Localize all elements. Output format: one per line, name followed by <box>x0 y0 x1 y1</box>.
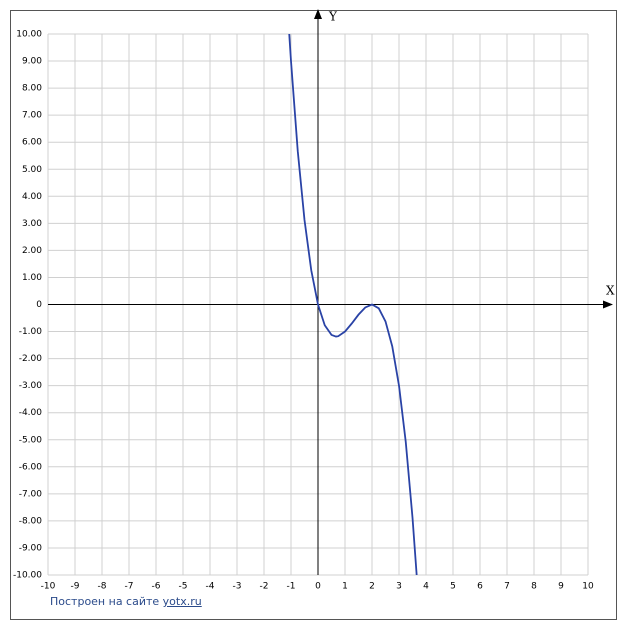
x-tick-label: -9 <box>71 582 80 592</box>
y-tick-label: -7.00 <box>19 489 43 499</box>
x-tick-label: 3 <box>396 582 402 592</box>
y-tick-label: 5.00 <box>22 165 42 175</box>
y-tick-label: -3.00 <box>19 381 43 391</box>
y-tick-label: 2.00 <box>22 246 42 256</box>
footer: Построен на сайте yotx.ru <box>50 595 202 608</box>
y-tick-label: 7.00 <box>22 111 42 121</box>
y-tick-label: -5.00 <box>19 435 43 445</box>
y-tick-label: 9.00 <box>22 57 42 67</box>
footer-link[interactable]: yotx.ru <box>162 595 202 608</box>
frame <box>10 10 617 620</box>
y-tick-label: -9.00 <box>19 543 43 553</box>
x-tick-label: -8 <box>98 582 107 592</box>
y-tick-label: 4.00 <box>22 192 42 202</box>
x-tick-label: 10 <box>582 582 594 592</box>
x-tick-label: 1 <box>342 582 348 592</box>
x-tick-label: 4 <box>423 582 429 592</box>
y-tick-label: 3.00 <box>22 219 42 229</box>
y-tick-label: -4.00 <box>19 408 43 418</box>
x-tick-label: -5 <box>179 582 188 592</box>
y-tick-label: 8.00 <box>22 84 42 94</box>
x-tick-label: -3 <box>233 582 242 592</box>
x-tick-label: 2 <box>369 582 375 592</box>
y-tick-label: -2.00 <box>19 354 43 364</box>
y-tick-label: -10.00 <box>13 571 42 581</box>
x-tick-label: -1 <box>287 582 296 592</box>
x-tick-label: 6 <box>477 582 483 592</box>
y-tick-label: 10.00 <box>16 30 42 40</box>
y-tick-label: 1.00 <box>22 273 42 283</box>
y-tick-label: -1.00 <box>19 327 43 337</box>
x-tick-label: -4 <box>206 582 215 592</box>
y-tick-label: -6.00 <box>19 462 43 472</box>
x-tick-label: 7 <box>504 582 510 592</box>
x-tick-label: 5 <box>450 582 456 592</box>
y-axis-label: Y <box>328 10 338 24</box>
x-tick-label: 8 <box>531 582 537 592</box>
x-tick-label: -10 <box>41 582 56 592</box>
footer-text: Построен на сайте <box>50 595 160 608</box>
y-tick-label: 0 <box>36 300 42 310</box>
curve <box>288 34 418 575</box>
y-tick-label: -8.00 <box>19 516 43 526</box>
x-tick-label: -7 <box>125 582 134 592</box>
x-tick-label: -2 <box>260 582 269 592</box>
y-tick-label: 6.00 <box>22 138 42 148</box>
x-tick-label: -6 <box>152 582 161 592</box>
x-axis-label: X <box>606 284 615 298</box>
x-tick-label: 9 <box>558 582 564 592</box>
x-tick-label: 0 <box>315 582 321 592</box>
